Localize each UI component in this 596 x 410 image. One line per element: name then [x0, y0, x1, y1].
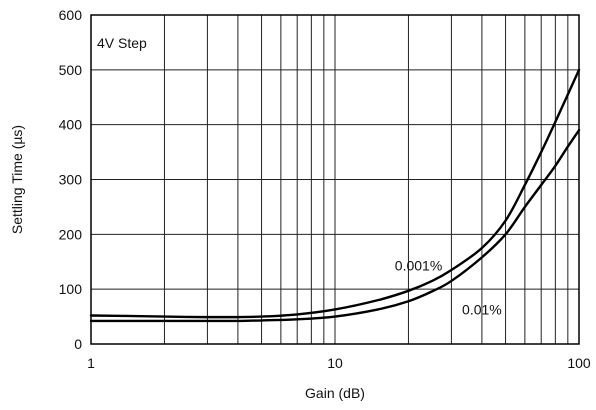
- y-axis-label: Settling Time (µs): [9, 125, 25, 234]
- y-tick-label: 100: [59, 281, 83, 297]
- x-tick-label: 100: [567, 355, 591, 371]
- x-tick-label: 1: [87, 355, 95, 371]
- x-tick-labels: 1 10 100: [87, 355, 591, 371]
- plot-frame: [90, 14, 580, 345]
- y-tick-label: 300: [59, 172, 83, 188]
- y-tick-label: 400: [59, 117, 83, 133]
- series-label-1: 0.01%: [462, 301, 502, 317]
- y-tick-label: 500: [59, 62, 83, 78]
- grid: [90, 14, 580, 345]
- y-tick-label: 600: [59, 7, 83, 23]
- x-tick-label: 10: [327, 355, 343, 371]
- y-tick-label: 200: [59, 226, 83, 242]
- series-group: [89, 68, 581, 323]
- y-tick-labels: 0 100 200 300 400 500 600: [59, 7, 83, 352]
- y-tick-label: 0: [74, 336, 82, 352]
- x-axis-label: Gain (dB): [305, 385, 365, 401]
- series-line-0: [89, 68, 581, 319]
- chart-annotation: 4V Step: [97, 35, 147, 51]
- series-labels: 0.001% 0.01%: [395, 258, 502, 318]
- series-label-0: 0.001%: [395, 258, 442, 274]
- series-line-1: [89, 128, 581, 323]
